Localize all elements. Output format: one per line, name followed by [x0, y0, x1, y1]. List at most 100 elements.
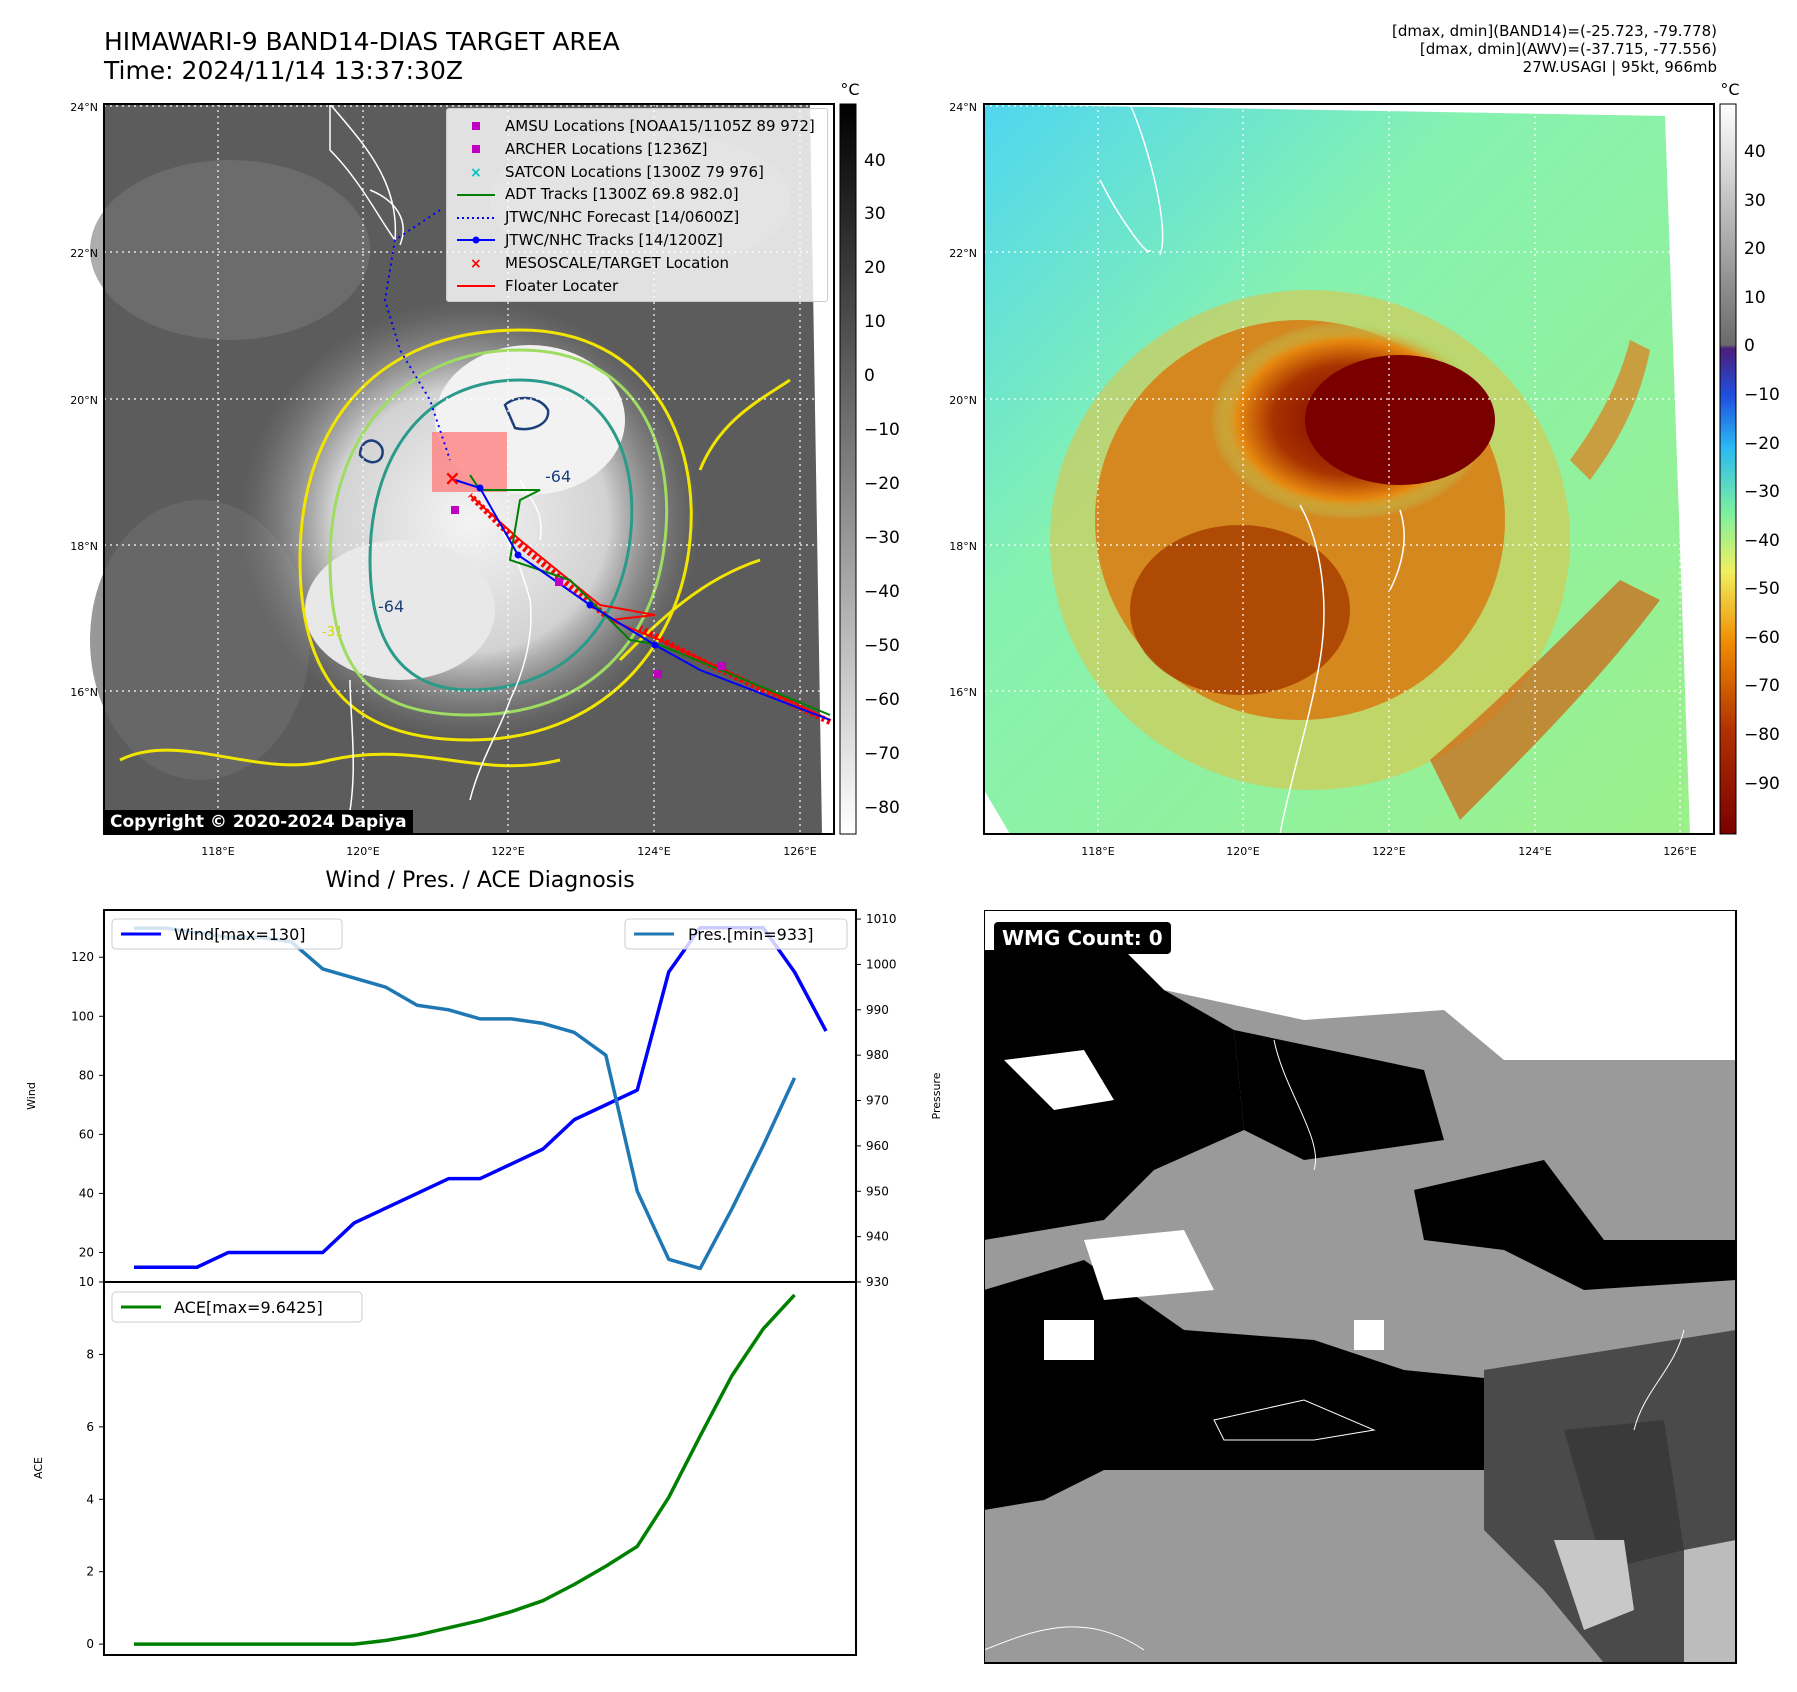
diagnosis-title: Wind / Pres. / ACE Diagnosis [325, 868, 635, 893]
pressure-tick-label: 1010 [866, 912, 897, 926]
title-line-1: HIMAWARI-9 BAND14-DIAS TARGET AREA [104, 27, 620, 56]
contour-eye [503, 396, 550, 431]
jtwc-forecast-track [383, 209, 451, 461]
wmg-panel [984, 910, 1737, 1664]
ace-tick-label: 8 [86, 1347, 94, 1361]
contour-label: -64 [545, 467, 571, 486]
wind-tick-label: 100 [71, 1009, 94, 1023]
svg-text:18°N: 18°N [949, 540, 977, 553]
svg-text:×: × [470, 165, 482, 180]
svg-text:−50: −50 [864, 636, 900, 656]
wmg-cold-region [1234, 1030, 1444, 1160]
svg-text:−30: −30 [1744, 482, 1780, 502]
mesoscale-target-path [467, 492, 607, 618]
legend-satcon: × SATCON Locations [1300Z 79 976] [455, 161, 817, 184]
svg-text:20: 20 [1744, 239, 1766, 259]
legend-mesoscale: × MESOSCALE/TARGET Location [455, 252, 817, 275]
contour-light-green [328, 348, 669, 717]
svg-text:18°N: 18°N [70, 540, 98, 553]
svg-text:−70: −70 [1744, 676, 1780, 696]
legend-amsu: AMSU Locations [NOAA15/1105Z 89 972] [455, 115, 817, 138]
svg-text:124°E: 124°E [1518, 845, 1551, 858]
svg-text:−50: −50 [1744, 579, 1780, 599]
coldest-cloud-top [1305, 355, 1495, 485]
gray-colorbar [839, 103, 857, 835]
svg-text:−60: −60 [864, 690, 900, 710]
wmg-mid-region [1564, 1420, 1684, 1570]
contour-teal [368, 378, 634, 692]
coastline-wmg [1633, 1329, 1685, 1431]
svg-text:24°N: 24°N [70, 101, 98, 114]
wmg-warm-patch [1004, 1050, 1114, 1110]
color-colorbar-ticks: 40 30 20 10 0 −10 −20 −30 −40 −50 −60 −7… [1744, 142, 1780, 794]
svg-text:0: 0 [1744, 336, 1755, 356]
dot-line-icon [457, 236, 495, 244]
wind-tick-label: 80 [79, 1068, 94, 1082]
svg-text:−60: −60 [1744, 628, 1780, 648]
pressure-tick-label: 970 [866, 1094, 889, 1108]
ace-tick-label: 10 [79, 1275, 94, 1289]
square-marker-icon [472, 122, 480, 131]
line-marker-icon [457, 284, 495, 287]
archer-amsu-markers [451, 506, 726, 678]
cold-cloud-top [305, 540, 495, 680]
ace-tick-label: 4 [86, 1492, 94, 1506]
legend-floater: Floater Locater [455, 275, 817, 298]
color-colorbar-unit: °C [1720, 80, 1739, 99]
coastline-wmg [984, 1039, 1316, 1651]
adt-track [469, 474, 831, 716]
svg-text:30: 30 [864, 204, 886, 224]
ir-map-panel: × -64 -64 -31 24°N 22°N 20°N 18°N 16°N 1… [70, 80, 1780, 858]
svg-text:−80: −80 [1744, 725, 1780, 745]
svg-text:−10: −10 [864, 420, 900, 440]
svg-text:10: 10 [1744, 288, 1766, 308]
ace-axis-label: ACE [32, 1457, 45, 1479]
pressure-tick-label: 980 [866, 1048, 889, 1062]
wmg-frame [984, 910, 1737, 1664]
target-marker: × [444, 466, 461, 490]
target-area-box [432, 432, 507, 492]
ace-legend-label: ACE[max=9.6425] [174, 1298, 323, 1317]
color-map-lat-ticks: 24°N 22°N 20°N 18°N 16°N [949, 101, 977, 699]
svg-text:20°N: 20°N [949, 394, 977, 407]
svg-text:22°N: 22°N [70, 247, 98, 260]
coastline-luzon [469, 479, 542, 801]
legend-adt: ADT Tracks [1300Z 69.8 982.0] [455, 183, 817, 206]
wmg-warm-patch [1354, 1320, 1384, 1350]
svg-text:124°E: 124°E [637, 845, 670, 858]
svg-text:×: × [470, 256, 482, 271]
rainband-yellow [618, 558, 761, 662]
rainband-color [1130, 525, 1350, 695]
ace-tick-label: 6 [86, 1420, 94, 1434]
legend-jtwc-forecast: JTWC/NHC Forecast [14/0600Z] [455, 206, 817, 229]
x-marker-icon: × [470, 165, 482, 180]
ace-tick-label: 2 [86, 1565, 94, 1579]
spiral-band [1430, 580, 1660, 820]
wind-legend: Wind[max=130] [111, 918, 343, 950]
svg-text:−70: −70 [864, 744, 900, 764]
x-marker-icon: × [470, 256, 482, 271]
pressure-tick-label: 990 [866, 1003, 889, 1017]
ir-map-frame [103, 103, 835, 835]
svg-text:118°E: 118°E [1081, 845, 1114, 858]
wmg-cold-region [984, 950, 1244, 1240]
svg-text:−10: −10 [1744, 385, 1780, 405]
wmg-warm-region [984, 910, 1736, 1060]
ace-series-line [134, 1293, 796, 1646]
contour-label: -64 [378, 597, 404, 616]
contour-yellow [298, 328, 693, 742]
rainband-yellow [698, 378, 791, 471]
pressure-tick-label: 1000 [866, 957, 897, 971]
svg-text:−20: −20 [864, 474, 900, 494]
wmg-warm-patch [1084, 1230, 1214, 1300]
svg-text:−80: −80 [864, 798, 900, 818]
ace-tick-label: 0 [86, 1637, 94, 1651]
wmg-count-badge: WMG Count: 0 [994, 922, 1171, 954]
wmg-warm-patch [1044, 1320, 1094, 1360]
gray-colorbar-ticks: 40 30 20 10 0 −10 −20 −30 −40 −50 −60 −7… [864, 151, 900, 818]
wind-tick-label: 40 [79, 1186, 94, 1200]
svg-text:16°N: 16°N [70, 686, 98, 699]
svg-text:22°N: 22°N [949, 247, 977, 260]
wmg-light-patch [1684, 1540, 1736, 1663]
